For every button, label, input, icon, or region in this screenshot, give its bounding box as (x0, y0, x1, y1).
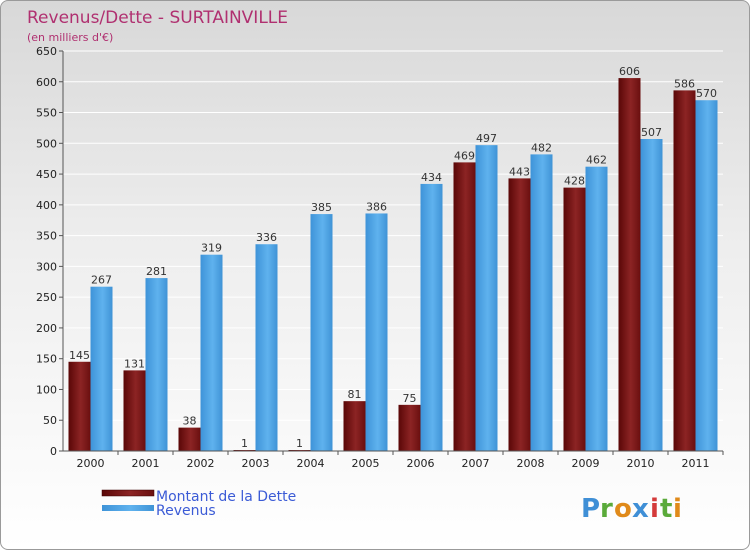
x-tick-label: 2008 (517, 457, 545, 470)
bar-dette (68, 361, 91, 451)
chart-title: Revenus/Dette - SURTAINVILLE (27, 8, 288, 28)
data-label: 385 (311, 201, 332, 214)
x-tick-label: 2007 (462, 457, 490, 470)
data-label: 497 (476, 132, 497, 145)
legend-swatch-revenus (102, 505, 154, 511)
bar-dette (398, 404, 421, 451)
bar-revenus (530, 154, 553, 451)
svg-text:r: r (600, 494, 613, 524)
x-tick-label: 2011 (682, 457, 710, 470)
y-tick-label: 450 (36, 168, 57, 181)
legend-label-revenus: Revenus (156, 503, 216, 519)
data-label: 606 (619, 65, 640, 78)
bar-revenus (90, 286, 113, 451)
y-tick-label: 100 (36, 383, 57, 396)
bar-dette (178, 427, 201, 451)
y-tick-label: 300 (36, 260, 57, 273)
proxiti-logo: P r o x i t i (581, 494, 682, 524)
bars-layer (68, 78, 718, 452)
data-label: 507 (641, 126, 662, 139)
legend-label-debt: Montant de la Dette (156, 489, 296, 505)
bar-dette (453, 162, 476, 451)
data-label: 434 (421, 171, 442, 184)
x-tick-label: 2005 (352, 457, 380, 470)
x-tick-label: 2006 (407, 457, 435, 470)
y-tick-label: 600 (36, 76, 57, 89)
bar-revenus (640, 139, 663, 451)
bar-revenus (475, 145, 498, 451)
y-tick-label: 500 (36, 137, 57, 150)
data-label: 75 (403, 392, 417, 405)
data-label: 81 (348, 388, 362, 401)
x-tick-label: 2010 (627, 457, 655, 470)
bar-dette (673, 90, 696, 451)
data-label: 570 (696, 87, 717, 100)
y-tick-label: 350 (36, 230, 57, 243)
x-tick-label: 2004 (297, 457, 325, 470)
bar-dette (123, 370, 146, 451)
labels-layer: 145 267 131 281 38 319 1 336 1 385 81 386 75 434 46949… (69, 65, 717, 450)
legend-swatch-debt (101, 489, 155, 497)
data-label: 1 (241, 437, 248, 450)
svg-text:i: i (673, 494, 682, 524)
bar-revenus (585, 166, 608, 451)
data-label: 145 (69, 349, 90, 362)
y-tick-label: 650 (36, 45, 57, 58)
data-label: 462 (586, 154, 607, 167)
bar-dette (563, 187, 586, 451)
svg-text:t: t (660, 494, 672, 524)
chart-subtitle: (en milliers d'€) (27, 31, 113, 44)
bar-revenus (420, 183, 443, 451)
data-label: 336 (256, 231, 277, 244)
bar-dette (618, 78, 641, 452)
data-label: 319 (201, 242, 222, 255)
x-tick-label: 2002 (187, 457, 215, 470)
bar-revenus (310, 214, 333, 451)
bar-dette (343, 401, 366, 451)
data-label: 386 (366, 200, 387, 213)
data-label: 267 (91, 274, 112, 287)
data-label: 482 (531, 141, 552, 154)
data-label: 1 (296, 437, 303, 450)
y-tick-label: 200 (36, 322, 57, 335)
bar-revenus (695, 100, 718, 451)
data-label: 586 (674, 77, 695, 90)
x-tick-label: 2001 (132, 457, 160, 470)
y-tick-label: 0 (50, 445, 57, 458)
y-tick-label: 400 (36, 199, 57, 212)
bar-revenus (145, 278, 168, 451)
svg-text:P: P (581, 494, 600, 524)
data-label: 443 (509, 165, 530, 178)
bar-revenus (255, 244, 278, 451)
grid-layer (63, 50, 723, 452)
y-tick-label: 150 (36, 353, 57, 366)
bar-revenus (200, 254, 223, 451)
svg-text:x: x (632, 494, 649, 524)
data-label: 131 (124, 357, 145, 370)
bar-revenus (365, 213, 388, 451)
data-label: 469 (454, 149, 475, 162)
axis-layer: 0 50 100 150 200 250 300 350 400 450 500 550 600 650 2… (36, 45, 724, 470)
svg-text:o: o (614, 494, 632, 524)
data-label: 281 (146, 265, 167, 278)
legend: Montant de la Dette Revenus (101, 489, 296, 519)
x-tick-label: 2000 (77, 457, 105, 470)
y-tick-label: 250 (36, 291, 57, 304)
data-label: 428 (564, 175, 585, 188)
x-tick-label: 2003 (242, 457, 270, 470)
y-tick-label: 50 (43, 414, 57, 427)
svg-text:i: i (650, 494, 659, 524)
bar-dette (508, 178, 531, 451)
y-tick-label: 550 (36, 107, 57, 120)
x-tick-label: 2009 (572, 457, 600, 470)
data-label: 38 (183, 415, 197, 428)
